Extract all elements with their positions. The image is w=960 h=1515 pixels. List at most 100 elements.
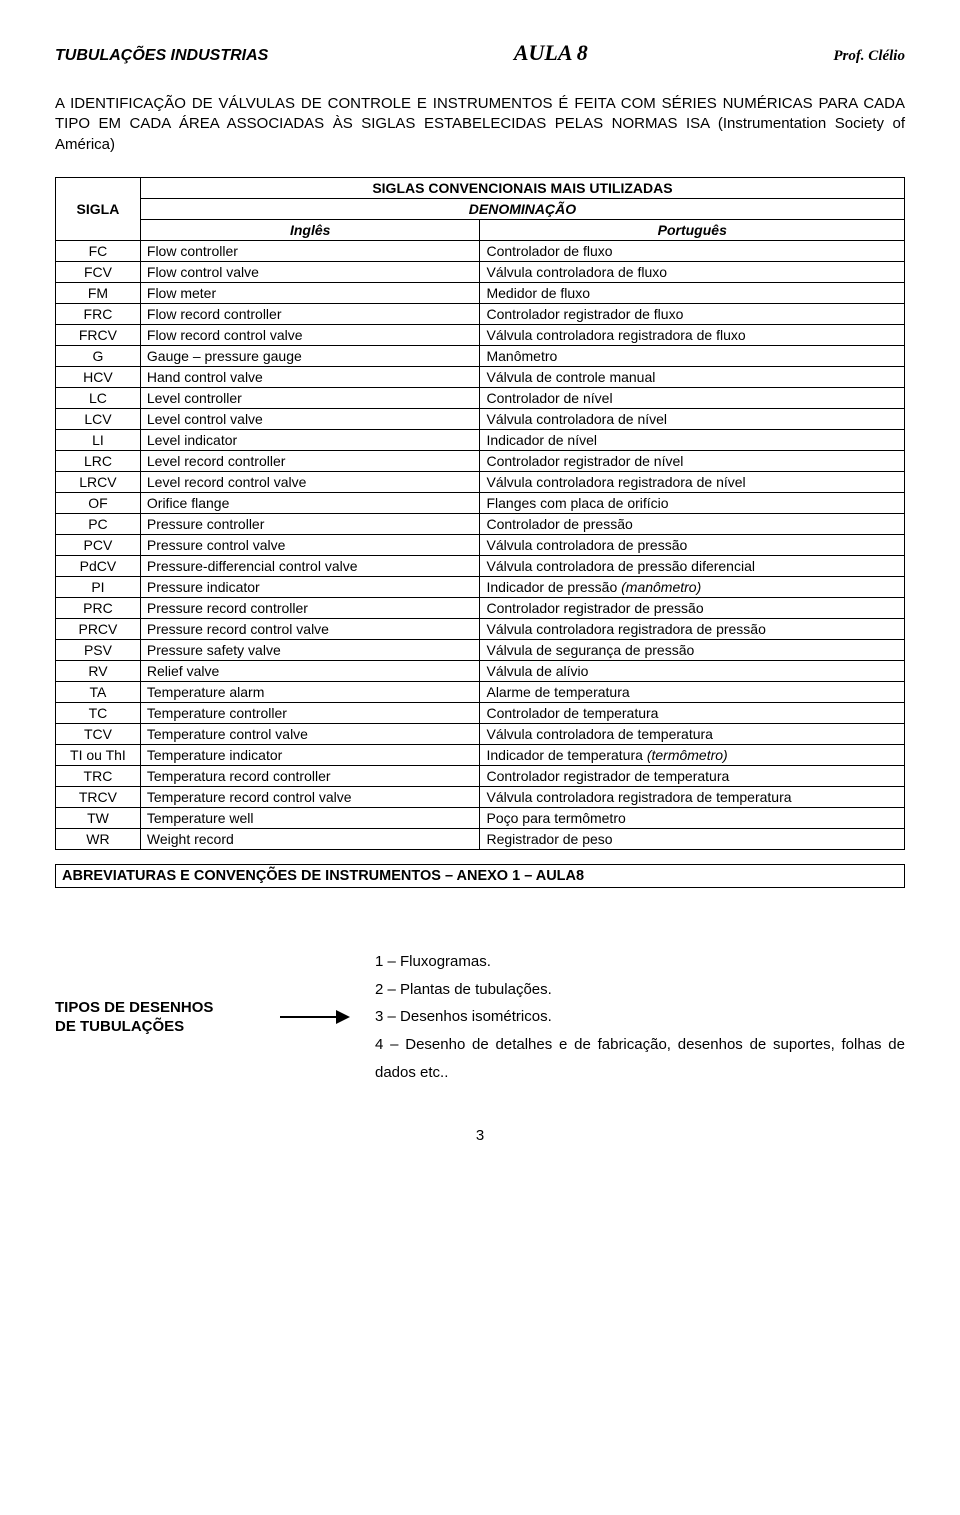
cell-portuguese: Controlador registrador de temperatura bbox=[480, 765, 905, 786]
cell-sigla: TA bbox=[56, 681, 141, 702]
annex-box: ABREVIATURAS E CONVENÇÕES DE INSTRUMENTO… bbox=[55, 864, 905, 888]
table-row: LCVLevel control valveVálvula controlado… bbox=[56, 408, 905, 429]
th-title: SIGLAS CONVENCIONAIS MAIS UTILIZADAS bbox=[140, 177, 904, 198]
cell-english: Pressure record controller bbox=[140, 597, 480, 618]
cell-english: Flow record control valve bbox=[140, 324, 480, 345]
cell-english: Level record controller bbox=[140, 450, 480, 471]
table-row: FCFlow controllerControlador de fluxo bbox=[56, 240, 905, 261]
cell-english: Flow controller bbox=[140, 240, 480, 261]
cell-english: Temperature alarm bbox=[140, 681, 480, 702]
siglas-table: SIGLA SIGLAS CONVENCIONAIS MAIS UTILIZAD… bbox=[55, 177, 905, 850]
th-sigla: SIGLA bbox=[56, 177, 141, 240]
table-row: LILevel indicatorIndicador de nível bbox=[56, 429, 905, 450]
cell-portuguese: Válvula controladora registradora de nív… bbox=[480, 471, 905, 492]
cell-english: Hand control valve bbox=[140, 366, 480, 387]
cell-portuguese: Controlador de temperatura bbox=[480, 702, 905, 723]
table-row: PCPressure controllerControlador de pres… bbox=[56, 513, 905, 534]
cell-portuguese: Controlador de nível bbox=[480, 387, 905, 408]
cell-english: Temperature well bbox=[140, 807, 480, 828]
cell-english: Weight record bbox=[140, 828, 480, 849]
cell-english: Flow control valve bbox=[140, 261, 480, 282]
header-right: Prof. Clélio bbox=[833, 48, 905, 65]
cell-sigla: PdCV bbox=[56, 555, 141, 576]
th-ingles: Inglês bbox=[140, 219, 480, 240]
table-row: FRCVFlow record control valveVálvula con… bbox=[56, 324, 905, 345]
table-row: PRCPressure record controllerControlador… bbox=[56, 597, 905, 618]
cell-sigla: LRC bbox=[56, 450, 141, 471]
cell-english: Pressure record control valve bbox=[140, 618, 480, 639]
cell-portuguese: Controlador de pressão bbox=[480, 513, 905, 534]
cell-portuguese: Válvula de controle manual bbox=[480, 366, 905, 387]
cell-english: Pressure controller bbox=[140, 513, 480, 534]
cell-english: Relief valve bbox=[140, 660, 480, 681]
cell-portuguese: Controlador registrador de fluxo bbox=[480, 303, 905, 324]
table-row: RVRelief valveVálvula de alívio bbox=[56, 660, 905, 681]
cell-portuguese: Válvula de alívio bbox=[480, 660, 905, 681]
cell-portuguese: Alarme de temperatura bbox=[480, 681, 905, 702]
table-row: LRCLevel record controllerControlador re… bbox=[56, 450, 905, 471]
table-row: LRCVLevel record control valveVálvula co… bbox=[56, 471, 905, 492]
header-center: AULA 8 bbox=[514, 40, 588, 66]
table-row: TCTemperature controllerControlador de t… bbox=[56, 702, 905, 723]
cell-portuguese: Válvula controladora de pressão bbox=[480, 534, 905, 555]
cell-sigla: PRCV bbox=[56, 618, 141, 639]
cell-sigla: PI bbox=[56, 576, 141, 597]
cell-portuguese: Registrador de peso bbox=[480, 828, 905, 849]
cell-english: Temperatura record controller bbox=[140, 765, 480, 786]
tipos-section: TIPOS DE DESENHOS DE TUBULAÇÕES 1 – Flux… bbox=[55, 948, 905, 1087]
cell-english: Temperature controller bbox=[140, 702, 480, 723]
page-number: 3 bbox=[55, 1127, 905, 1144]
table-row: TI ou ThITemperature indicatorIndicador … bbox=[56, 744, 905, 765]
cell-sigla: LRCV bbox=[56, 471, 141, 492]
table-row: PSVPressure safety valveVálvula de segur… bbox=[56, 639, 905, 660]
table-body: FCFlow controllerControlador de fluxoFCV… bbox=[56, 240, 905, 849]
tipos-list: 1 – Fluxogramas.2 – Plantas de tubulaçõe… bbox=[375, 948, 905, 1087]
page-header: TUBULAÇÕES INDUSTRIAS AULA 8 Prof. Cléli… bbox=[55, 40, 905, 66]
cell-sigla: TCV bbox=[56, 723, 141, 744]
table-row: TCVTemperature control valveVálvula cont… bbox=[56, 723, 905, 744]
cell-sigla: FM bbox=[56, 282, 141, 303]
table-row: HCVHand control valveVálvula de controle… bbox=[56, 366, 905, 387]
table-row: FCVFlow control valveVálvula controlador… bbox=[56, 261, 905, 282]
table-row: WRWeight recordRegistrador de peso bbox=[56, 828, 905, 849]
table-row: PdCVPressure-differencial control valveV… bbox=[56, 555, 905, 576]
cell-sigla: FCV bbox=[56, 261, 141, 282]
tipos-item: 2 – Plantas de tubulações. bbox=[375, 976, 905, 1004]
table-row: TRCVTemperature record control valveVálv… bbox=[56, 786, 905, 807]
cell-portuguese: Válvula controladora de nível bbox=[480, 408, 905, 429]
cell-portuguese: Indicador de nível bbox=[480, 429, 905, 450]
cell-english: Level indicator bbox=[140, 429, 480, 450]
table-row: TRCTemperatura record controllerControla… bbox=[56, 765, 905, 786]
cell-english: Temperature record control valve bbox=[140, 786, 480, 807]
table-row: LCLevel controllerControlador de nível bbox=[56, 387, 905, 408]
cell-portuguese: Manômetro bbox=[480, 345, 905, 366]
table-row: TATemperature alarmAlarme de temperatura bbox=[56, 681, 905, 702]
th-portugues: Português bbox=[480, 219, 905, 240]
cell-english: Level controller bbox=[140, 387, 480, 408]
cell-sigla: TRC bbox=[56, 765, 141, 786]
cell-portuguese: Válvula controladora de temperatura bbox=[480, 723, 905, 744]
tipos-line1: TIPOS DE DESENHOS bbox=[55, 999, 213, 1016]
table-row: PCVPressure control valveVálvula control… bbox=[56, 534, 905, 555]
cell-portuguese: Válvula controladora de fluxo bbox=[480, 261, 905, 282]
cell-portuguese: Válvula controladora de pressão diferenc… bbox=[480, 555, 905, 576]
cell-sigla: WR bbox=[56, 828, 141, 849]
cell-portuguese: Controlador registrador de nível bbox=[480, 450, 905, 471]
cell-english: Pressure-differencial control valve bbox=[140, 555, 480, 576]
cell-sigla: OF bbox=[56, 492, 141, 513]
table-row: PRCVPressure record control valveVálvula… bbox=[56, 618, 905, 639]
cell-english: Temperature indicator bbox=[140, 744, 480, 765]
cell-sigla: LC bbox=[56, 387, 141, 408]
cell-sigla: LI bbox=[56, 429, 141, 450]
cell-english: Orifice flange bbox=[140, 492, 480, 513]
cell-sigla: TC bbox=[56, 702, 141, 723]
cell-sigla: G bbox=[56, 345, 141, 366]
tipos-label: TIPOS DE DESENHOS DE TUBULAÇÕES bbox=[55, 998, 255, 1037]
cell-portuguese: Válvula de segurança de pressão bbox=[480, 639, 905, 660]
table-row: FMFlow meterMedidor de fluxo bbox=[56, 282, 905, 303]
table-row: FRCFlow record controllerControlador reg… bbox=[56, 303, 905, 324]
cell-portuguese: Controlador registrador de pressão bbox=[480, 597, 905, 618]
cell-sigla: TI ou ThI bbox=[56, 744, 141, 765]
arrow-icon bbox=[280, 1008, 350, 1026]
cell-sigla: LCV bbox=[56, 408, 141, 429]
